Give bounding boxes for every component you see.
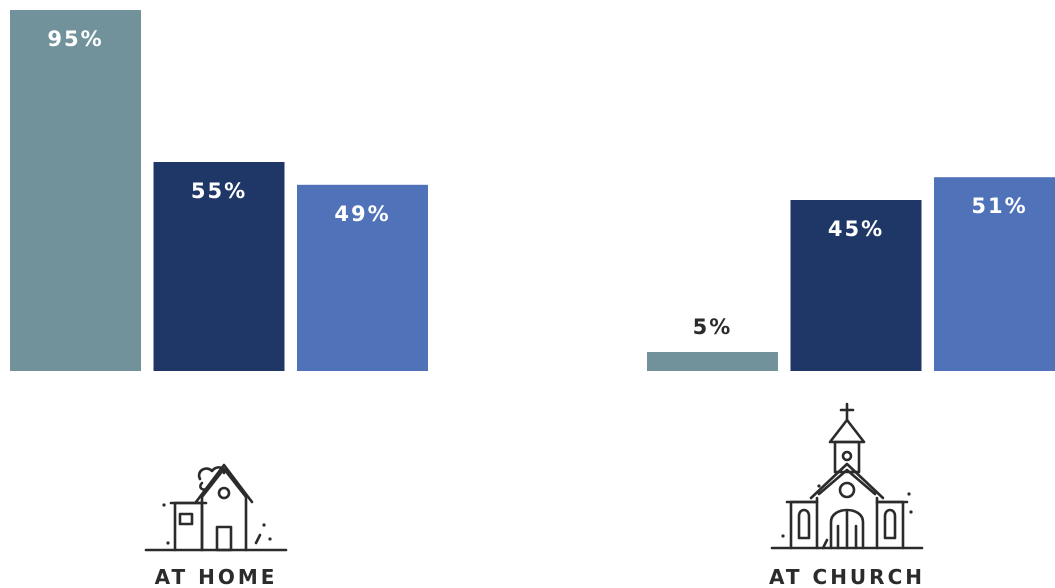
- value-label-church-series-3: 51%: [971, 194, 1027, 218]
- value-label-home-series-2: 55%: [191, 179, 247, 203]
- bars-layer: [10, 10, 1055, 371]
- bar-home-series-1: [10, 10, 141, 371]
- bar-home-series-2: [153, 162, 285, 371]
- value-labels-layer: 95% 55% 49% 5% 45% 51%: [47, 27, 1027, 339]
- category-label-church: AT CHURCH: [769, 565, 925, 588]
- house-icon: [144, 463, 288, 552]
- bar-church-series-1: [647, 352, 778, 371]
- value-label-home-series-3: 49%: [334, 202, 390, 226]
- bar-home-series-3: [297, 184, 428, 371]
- category-label-home: AT HOME: [155, 565, 278, 588]
- value-label-home-series-1: 95%: [47, 27, 103, 51]
- value-label-church-series-1: 5%: [693, 315, 733, 339]
- church-icon: [770, 402, 924, 550]
- value-label-church-series-2: 45%: [828, 217, 884, 241]
- bar-church-series-3: [934, 177, 1055, 371]
- bar-church-series-2: [790, 200, 922, 371]
